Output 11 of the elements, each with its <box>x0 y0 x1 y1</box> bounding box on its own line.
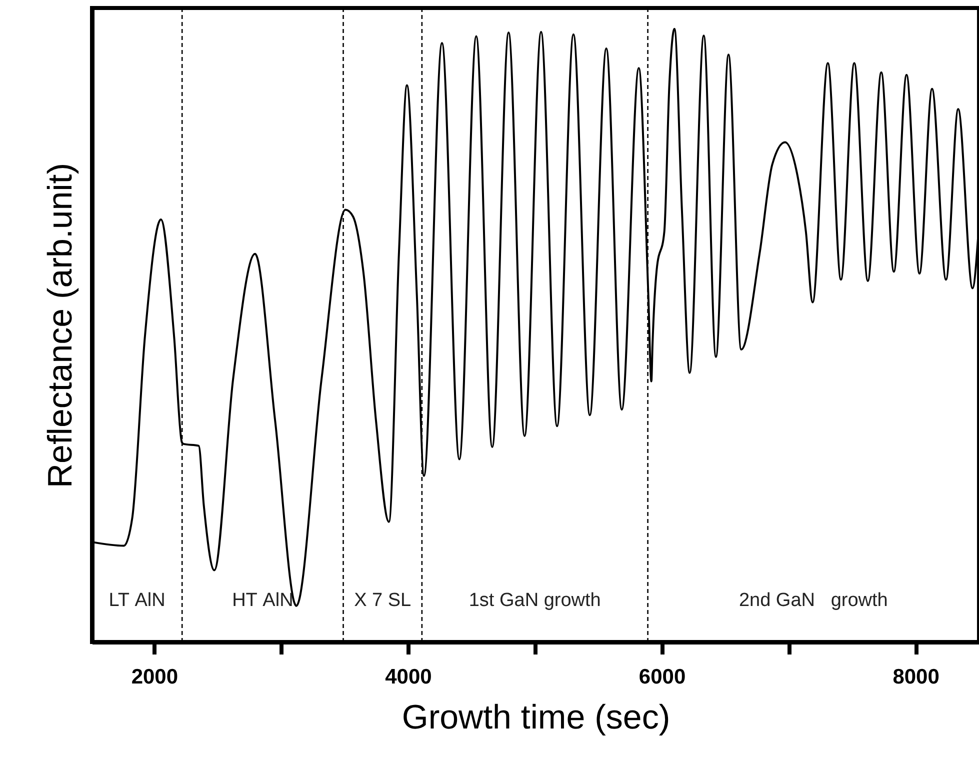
x-tick-label: 8000 <box>892 666 940 688</box>
annotation: 2nd GaN growth <box>738 590 888 611</box>
x-tick-label: 2000 <box>131 666 178 688</box>
x-axis-title: Growth time (sec) <box>402 698 670 736</box>
annotation: HT AlN <box>232 590 294 611</box>
y-axis-title: Reflectance (arb.unit) <box>42 162 80 488</box>
annotation: LT AlN <box>108 590 166 611</box>
annotation: 1st GaN growth <box>468 590 601 611</box>
x-tick-label: 6000 <box>638 666 686 688</box>
x-tick-label: 4000 <box>385 666 432 688</box>
annotation: X 7 SL <box>354 590 412 611</box>
